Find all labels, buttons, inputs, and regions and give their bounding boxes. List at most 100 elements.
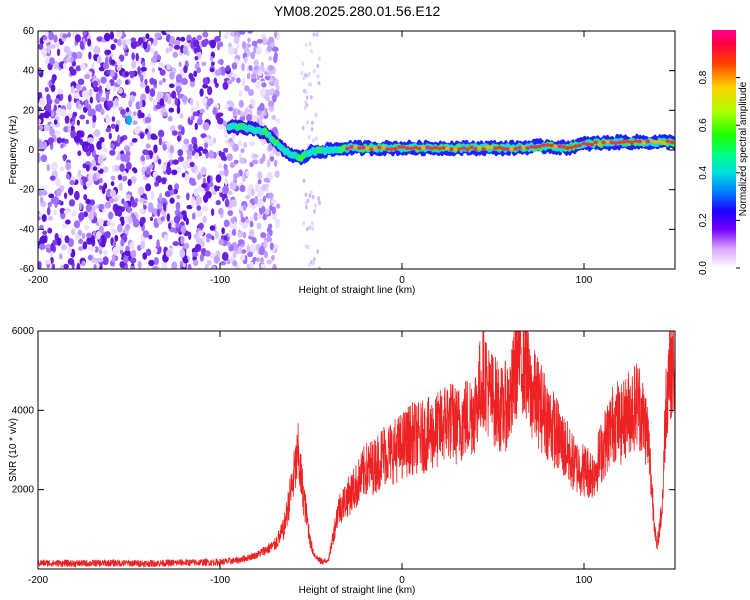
noise-speckle <box>77 229 82 236</box>
noise-speckle <box>259 88 266 98</box>
noise-speckle <box>193 188 199 197</box>
noise-speckle <box>137 186 145 196</box>
ridge-peak <box>481 147 486 151</box>
noise-speckle <box>196 34 203 41</box>
noise-speckle <box>85 203 92 213</box>
noise-speckle <box>311 120 314 126</box>
noise-speckle <box>166 213 171 222</box>
ridge-peak <box>565 146 570 150</box>
ridge-peak <box>633 139 638 143</box>
ridge-peak <box>529 144 534 149</box>
noise-speckle <box>116 65 122 72</box>
noise-speckle <box>271 199 277 205</box>
noise-speckle <box>264 107 268 114</box>
ridge-peak <box>433 145 438 150</box>
colorbar: 0.0 0.2 0.4 0.6 0.8 Normalized spectral ampl… <box>698 30 749 275</box>
noise-speckle <box>204 250 211 257</box>
noise-speckle <box>212 190 217 196</box>
noise-speckle <box>96 55 102 64</box>
noise-speckle <box>168 107 175 113</box>
noise-speckle <box>255 80 261 90</box>
noise-speckle <box>40 196 44 203</box>
noise-speckle <box>99 265 103 269</box>
noise-speckle <box>64 138 69 144</box>
noise-speckle <box>125 150 131 157</box>
noise-speckle <box>316 249 320 254</box>
noise-speckle <box>66 32 72 38</box>
noise-speckle <box>147 202 154 212</box>
noise-speckle <box>161 263 166 269</box>
noise-speckle <box>63 126 70 133</box>
noise-speckle <box>127 216 133 225</box>
noise-speckle <box>231 228 237 236</box>
noise-speckle <box>70 56 74 63</box>
noise-speckle <box>198 113 203 119</box>
noise-speckle <box>39 97 46 106</box>
noise-speckle <box>163 202 167 211</box>
snr-x-tick-label: -200 <box>28 575 48 586</box>
noise-speckle <box>269 204 273 211</box>
spectrogram-y-tick-label: 60 <box>23 26 35 37</box>
noise-speckle <box>132 120 138 126</box>
noise-speckle <box>310 48 313 54</box>
noise-speckle <box>219 260 227 266</box>
noise-speckle <box>98 66 105 72</box>
noise-speckle <box>192 259 199 267</box>
noise-speckle <box>160 216 165 222</box>
noise-speckle <box>312 32 316 37</box>
noise-speckle <box>145 85 150 94</box>
noise-speckle <box>302 76 306 81</box>
noise-speckle <box>259 257 264 264</box>
noise-speckle <box>143 204 147 210</box>
noise-speckle <box>219 58 224 66</box>
noise-speckle <box>151 67 156 74</box>
spectrogram-y-tick-label: -60 <box>20 264 35 275</box>
noise-speckle <box>195 200 200 206</box>
noise-speckle <box>75 65 82 72</box>
noise-speckle <box>43 124 51 131</box>
noise-speckle <box>273 54 278 64</box>
noise-speckle <box>38 212 43 218</box>
noise-speckle <box>158 192 163 202</box>
noise-speckle <box>110 143 115 150</box>
noise-speckle <box>207 139 214 147</box>
ridge-peak <box>397 145 402 149</box>
noise-speckle <box>243 142 248 149</box>
snr-y-label: SNR (10 * v/v) <box>8 418 19 482</box>
noise-speckle <box>226 100 234 106</box>
noise-speckle <box>60 143 64 149</box>
noise-speckle <box>198 230 204 237</box>
noise-speckle <box>227 210 234 217</box>
noise-speckle <box>157 129 165 138</box>
noise-speckle <box>271 46 279 52</box>
noise-speckle <box>199 240 205 248</box>
noise-speckle <box>264 75 272 81</box>
noise-speckle <box>176 166 182 174</box>
noise-speckle <box>158 80 163 86</box>
noise-speckle <box>201 61 207 66</box>
noise-speckle <box>202 121 210 131</box>
noise-speckle <box>62 154 67 162</box>
noise-speckle <box>126 193 131 200</box>
noise-speckle <box>194 243 202 252</box>
noise-speckle <box>142 230 150 238</box>
noise-speckle <box>137 66 141 75</box>
noise-speckle <box>52 196 59 204</box>
noise-speckle <box>152 171 158 178</box>
noise-speckle <box>45 103 52 111</box>
noise-speckle <box>139 112 145 119</box>
noise-speckle <box>180 225 187 234</box>
noise-speckle <box>114 165 121 172</box>
noise-speckle <box>154 32 162 39</box>
noise-speckle <box>73 220 81 229</box>
noise-speckle <box>134 197 139 203</box>
noise-speckle <box>311 226 315 231</box>
noise-speckle <box>261 206 266 213</box>
noise-speckle <box>81 90 89 98</box>
spectrogram-y-tick-label: 0 <box>28 145 34 156</box>
ridge-peak <box>545 143 550 147</box>
chart-title: YM08.2025.280.01.56.E12 <box>274 3 441 19</box>
noise-speckle <box>257 179 262 185</box>
noise-speckle <box>93 45 101 55</box>
noise-speckle <box>100 108 105 116</box>
